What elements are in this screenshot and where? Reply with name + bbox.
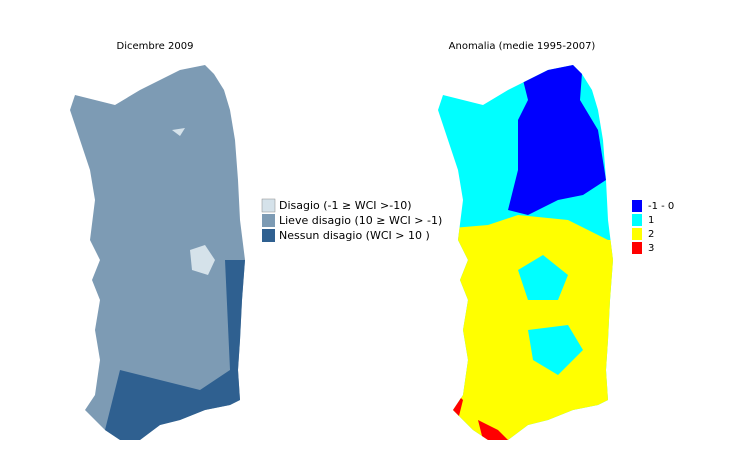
map-title: Dicembre 2009 — [117, 41, 194, 52]
legend-swatch — [262, 214, 275, 227]
legend-label: Nessun disagio (WCI > 10 ) — [279, 229, 430, 242]
legend-swatch — [632, 242, 642, 254]
map-wci — [70, 65, 245, 440]
legend-swatch — [632, 214, 642, 226]
legend-label: 1 — [648, 215, 654, 226]
legend-label: Lieve disagio (10 ≥ WCI > -1) — [279, 214, 442, 227]
legend-swatch — [261, 198, 276, 213]
legend-right: -1 - 0 1 2 3 — [632, 200, 674, 254]
legend-label: 2 — [648, 229, 654, 240]
map-anomaly — [438, 65, 613, 440]
legend-label: Disagio (-1 ≥ WCI >-10) — [279, 199, 412, 212]
legend-left: Disagio (-1 ≥ WCI >-10) Lieve disagio (1… — [261, 198, 442, 242]
legend-swatch — [632, 228, 642, 240]
map-title: Anomalia (medie 1995-2007) — [449, 41, 596, 52]
legend-label: 3 — [648, 243, 654, 254]
legend-swatch — [632, 200, 642, 212]
legend-label: -1 - 0 — [648, 201, 674, 212]
legend-swatch — [262, 229, 275, 242]
